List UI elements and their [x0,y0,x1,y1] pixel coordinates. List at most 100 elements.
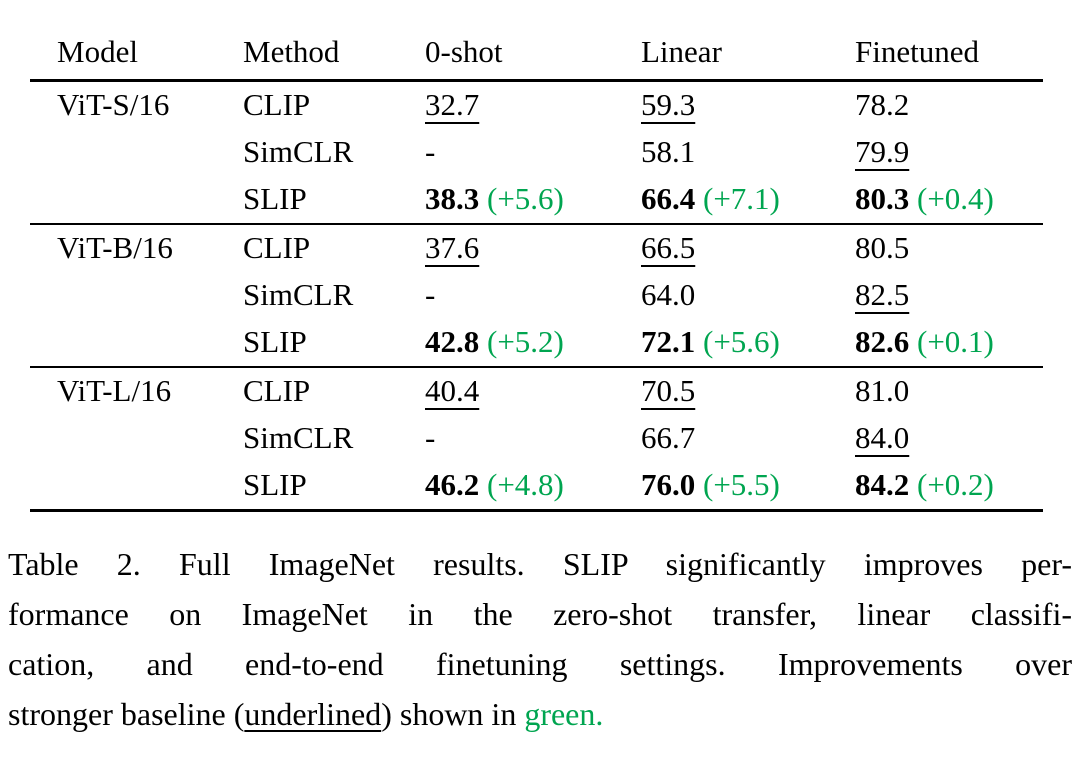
method-cell: SLIP [243,324,307,359]
metric-value: 78.2 [855,87,910,122]
table-row: SLIP 42.8 (+5.2) 72.1 (+5.6) 82.6 (+0.1) [30,319,1043,367]
table-body: ViT-S/16 CLIP 32.7 59.3 78.2 SimCLR -58.1 79.9 S… [30,79,1043,511]
linear-cell: 72.1 (+5.6) [641,319,855,367]
metric-value: 76.0 [641,467,696,502]
metric-value: 80.3 [855,181,910,216]
caption-line: cation, and end-to-end finetuning settin… [8,639,1072,689]
linear-cell: 58.1 [641,129,855,176]
metric-value: 46.2 [425,467,480,502]
metric-value: 79.9 [855,134,910,169]
finetuned-cell: 84.2 (+0.2) [855,462,1043,511]
table-header-row: Model Method 0-shot Linear Finetuned [30,30,1043,82]
model-cell [30,129,243,176]
linear-cell: 70.5 [641,366,855,415]
metric-value: 66.5 [641,230,696,265]
metric-value: 32.7 [425,87,480,122]
table-row: SimCLR - 58.1 79.9 [30,129,1043,176]
model-cell [30,272,243,319]
table-caption: Table 2. Full ImageNet results. SLIP sig… [8,539,1072,739]
caption-text: stronger baseline ( [8,696,245,732]
zero-shot-cell: 32.7 [425,79,641,129]
table-row: SimCLR - 66.7 84.0 [30,415,1043,462]
zero-shot-cell: 42.8 (+5.2) [425,319,641,367]
col-header-finetuned: Finetuned [855,30,1043,82]
model-cell [30,462,243,511]
metric-value: 59.3 [641,87,696,122]
metric-value: 82.6 [855,324,910,359]
metric-value: 81.0 [855,373,910,408]
caption-text: ) shown in [381,696,525,732]
finetuned-cell: 78.2 [855,79,1043,129]
results-table: Model Method 0-shot Linear Finetuned ViT… [30,30,1043,512]
metric-value: 66.4 [641,181,696,216]
improvement-delta: (+5.6) [703,324,780,359]
linear-cell: 66.7 [641,415,855,462]
zero-shot-cell: 38.3 (+5.6) [425,176,641,224]
improvement-delta: (+4.8) [487,467,564,502]
metric-value: 42.8 [425,324,480,359]
paper-table-figure: Model Method 0-shot Linear Finetuned ViT… [8,30,1072,739]
caption-text: cation, and end-to-end finetuning settin… [8,646,1072,682]
metric-value: 66.7 [641,420,696,455]
method-cell: CLIP [243,223,425,272]
finetuned-cell: 82.5 [855,272,1043,319]
caption-underlined-text: underlined [244,696,382,732]
caption-line: formance on ImageNet in the zero-shot tr… [8,589,1072,639]
col-header-method: Method [243,30,425,82]
finetuned-cell: 80.5 [855,223,1043,272]
metric-value: 40.4 [425,373,480,408]
finetuned-cell: 82.6 (+0.1) [855,319,1043,367]
table-row: SimCLR - 64.0 82.5 [30,272,1043,319]
model-cell [30,319,243,367]
method-cell: SLIP [243,181,307,216]
metric-value: 80.5 [855,230,910,265]
improvement-delta: (+0.4) [917,181,994,216]
metric-value: 38.3 [425,181,480,216]
method-cell: CLIP [243,366,425,415]
metric-value: 84.0 [855,420,910,455]
zero-shot-cell: - [425,272,641,319]
metric-value: 64.0 [641,277,696,312]
table-row: SLIP 38.3 (+5.6) 66.4 (+7.1) 80.3 (+0.4) [30,176,1043,224]
model-cell: ViT-S/16 [30,79,243,129]
metric-value: 84.2 [855,467,910,502]
caption-green-text: green. [524,696,604,732]
improvement-delta: (+7.1) [703,181,780,216]
method-cell: SimCLR [243,277,354,312]
metric-value: 72.1 [641,324,696,359]
method-cell: CLIP [243,79,425,129]
method-cell: SimCLR [243,134,354,169]
improvement-delta: (+5.5) [703,467,780,502]
col-header-model: Model [30,30,243,82]
linear-cell: 59.3 [641,79,855,129]
table-row: ViT-L/16 CLIP 40.4 70.5 81.0 [30,366,1043,415]
method-cell: SLIP [243,467,307,502]
method-cell: SimCLR [243,420,354,455]
finetuned-cell: 79.9 [855,129,1043,176]
improvement-delta: (+5.6) [487,181,564,216]
finetuned-cell: 81.0 [855,366,1043,415]
metric-value: - [425,134,436,169]
metric-value: - [425,277,436,312]
col-header-zero-shot: 0-shot [425,30,641,82]
linear-cell: 64.0 [641,272,855,319]
zero-shot-cell: 46.2 (+4.8) [425,462,641,511]
caption-line: stronger baseline (underlined) shown in … [8,689,1072,739]
linear-cell: 66.4 (+7.1) [641,176,855,224]
model-cell [30,415,243,462]
metric-value: 58.1 [641,134,696,169]
zero-shot-cell: - [425,129,641,176]
metric-value: 82.5 [855,277,910,312]
zero-shot-cell: 40.4 [425,366,641,415]
improvement-delta: (+5.2) [487,324,564,359]
model-cell: ViT-L/16 [30,366,243,415]
finetuned-cell: 84.0 [855,415,1043,462]
improvement-delta: (+0.2) [917,467,994,502]
metric-value: 70.5 [641,373,696,408]
table-row: SLIP 46.2 (+4.8) 76.0 (+5.5) 84.2 (+0.2) [30,462,1043,511]
caption-text: Table 2. Full ImageNet results. SLIP sig… [8,546,1072,582]
finetuned-cell: 80.3 (+0.4) [855,176,1043,224]
zero-shot-cell: - [425,415,641,462]
metric-value: - [425,420,436,455]
linear-cell: 66.5 [641,223,855,272]
